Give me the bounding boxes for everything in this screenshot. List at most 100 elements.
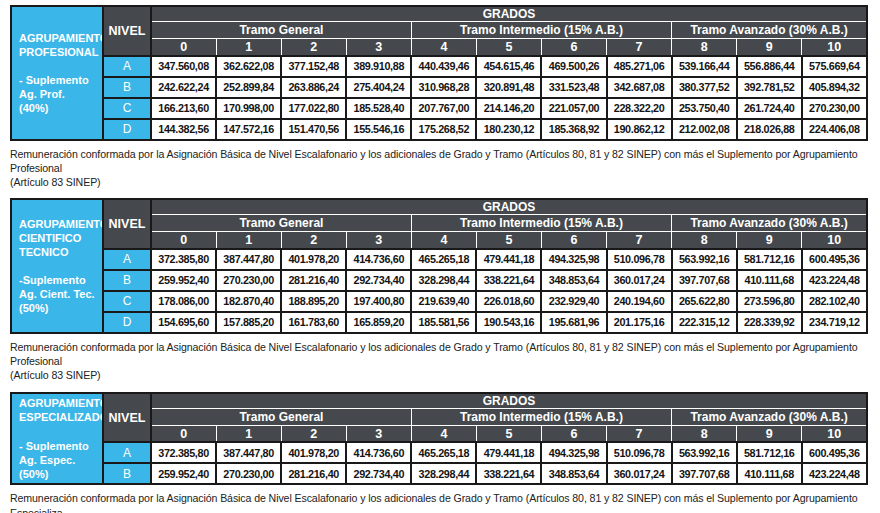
- value-cell: 440.439,46: [411, 56, 476, 77]
- footnote: Remuneración conformada por la Asignació…: [10, 491, 869, 513]
- tramo-header: Tramo General: [151, 22, 411, 39]
- nivel-cell: B: [103, 463, 151, 484]
- value-cell: 362.622,08: [216, 56, 281, 77]
- value-cell: 292.734,40: [346, 463, 411, 484]
- value-cell: 292.734,40: [346, 270, 411, 291]
- nivel-cell: A: [103, 249, 151, 270]
- grados-header: GRADOS: [151, 6, 867, 22]
- value-cell: 212.002,08: [672, 119, 737, 140]
- value-cell: 423.224,48: [802, 270, 867, 291]
- grade-header: 0: [151, 39, 216, 56]
- salary-table: AGRUPAMIENTO PROFESIONAL - Suplemento Ag…: [10, 5, 868, 141]
- nivel-cell: C: [103, 98, 151, 119]
- value-cell: 360.017,24: [607, 463, 672, 484]
- nivel-cell: B: [103, 270, 151, 291]
- value-cell: 219.639,40: [411, 291, 476, 312]
- value-cell: 232.929,40: [541, 291, 606, 312]
- nivel-cell: C: [103, 291, 151, 312]
- value-cell: 155.546,16: [346, 119, 411, 140]
- grade-header: 7: [607, 425, 672, 442]
- value-cell: 494.325,98: [541, 442, 606, 463]
- tramo-header: Tramo Avanzado (30% A.B.): [672, 22, 867, 39]
- value-cell: 166.213,60: [151, 98, 216, 119]
- value-cell: 197.400,80: [346, 291, 411, 312]
- value-cell: 454.615,46: [476, 56, 541, 77]
- value-cell: 380.377,52: [672, 77, 737, 98]
- value-cell: 270.230,00: [216, 270, 281, 291]
- value-cell: 372.385,80: [151, 442, 216, 463]
- value-cell: 282.102,40: [802, 291, 867, 312]
- nivel-column-header: NIVEL: [103, 6, 151, 56]
- value-cell: 342.687,08: [607, 77, 672, 98]
- value-cell: 161.783,60: [281, 312, 346, 333]
- grade-header: 1: [216, 425, 281, 442]
- value-cell: 423.224,48: [802, 463, 867, 484]
- value-cell: 165.859,20: [346, 312, 411, 333]
- value-cell: 240.194,60: [607, 291, 672, 312]
- grade-header: 3: [346, 425, 411, 442]
- value-cell: 273.596,80: [737, 291, 802, 312]
- value-cell: 270.230,00: [802, 98, 867, 119]
- value-cell: 387.447,80: [216, 249, 281, 270]
- value-cell: 348.853,64: [541, 463, 606, 484]
- table-row: B259.952,40270.230,00281.216,40292.734,4…: [11, 270, 867, 291]
- value-cell: 185.528,40: [346, 98, 411, 119]
- grade-header: 0: [151, 425, 216, 442]
- grade-header: 4: [411, 39, 476, 56]
- value-cell: 259.952,40: [151, 270, 216, 291]
- value-cell: 259.952,40: [151, 463, 216, 484]
- salary-table: AGRUPAMIENTO ESPECIALIZADO - Suplemento …: [10, 392, 868, 486]
- value-cell: 195.681,96: [541, 312, 606, 333]
- value-cell: 397.707,68: [672, 270, 737, 291]
- value-cell: 188.895,20: [281, 291, 346, 312]
- value-cell: 338.221,64: [476, 270, 541, 291]
- tramo-header: Tramo Avanzado (30% A.B.): [672, 215, 867, 232]
- grados-header: GRADOS: [151, 393, 867, 409]
- value-cell: 510.096,78: [607, 249, 672, 270]
- value-cell: 485.271,06: [607, 56, 672, 77]
- group-label: AGRUPAMIENTO CIENTIFICO TECNICO -Supleme…: [11, 199, 103, 333]
- grade-header: 10: [802, 232, 867, 249]
- grade-header: 1: [216, 232, 281, 249]
- value-cell: 234.719,12: [802, 312, 867, 333]
- value-cell: 265.622,80: [672, 291, 737, 312]
- value-cell: 414.736,60: [346, 442, 411, 463]
- grade-header: 8: [672, 232, 737, 249]
- nivel-column-header: NIVEL: [103, 393, 151, 443]
- value-cell: 338.221,64: [476, 463, 541, 484]
- tramo-header: Tramo General: [151, 408, 411, 425]
- nivel-cell: A: [103, 56, 151, 77]
- value-cell: 465.265,18: [411, 442, 476, 463]
- value-cell: 539.166,44: [672, 56, 737, 77]
- tramo-header: Tramo Intermedio (15% A.B.): [411, 22, 671, 39]
- value-cell: 510.096,78: [607, 442, 672, 463]
- value-cell: 154.695,60: [151, 312, 216, 333]
- tramo-header: Tramo General: [151, 215, 411, 232]
- value-cell: 214.146,20: [476, 98, 541, 119]
- value-cell: 180.230,12: [476, 119, 541, 140]
- table-row: B259.952,40270.230,00281.216,40292.734,4…: [11, 463, 867, 484]
- grade-header: 2: [281, 232, 346, 249]
- value-cell: 190.543,16: [476, 312, 541, 333]
- value-cell: 275.404,24: [346, 77, 411, 98]
- value-cell: 224.406,08: [802, 119, 867, 140]
- grade-header: 4: [411, 425, 476, 442]
- value-cell: 563.992,16: [672, 249, 737, 270]
- grade-header: 5: [476, 39, 541, 56]
- footnote: Remuneración conformada por la Asignació…: [10, 147, 869, 190]
- value-cell: 360.017,24: [607, 270, 672, 291]
- grade-header: 4: [411, 232, 476, 249]
- value-cell: 389.910,88: [346, 56, 411, 77]
- value-cell: 178.086,00: [151, 291, 216, 312]
- value-cell: 581.712,16: [737, 249, 802, 270]
- value-cell: 563.992,16: [672, 442, 737, 463]
- grade-header: 2: [281, 39, 346, 56]
- value-cell: 372.385,80: [151, 249, 216, 270]
- table-row: D144.382,56147.572,16151.470,56155.546,1…: [11, 119, 867, 140]
- value-cell: 207.767,00: [411, 98, 476, 119]
- value-cell: 410.111,68: [737, 463, 802, 484]
- value-cell: 397.707,68: [672, 463, 737, 484]
- salary-tables-container: AGRUPAMIENTO PROFESIONAL - Suplemento Ag…: [10, 5, 869, 513]
- value-cell: 392.781,52: [737, 77, 802, 98]
- value-cell: 252.899,84: [216, 77, 281, 98]
